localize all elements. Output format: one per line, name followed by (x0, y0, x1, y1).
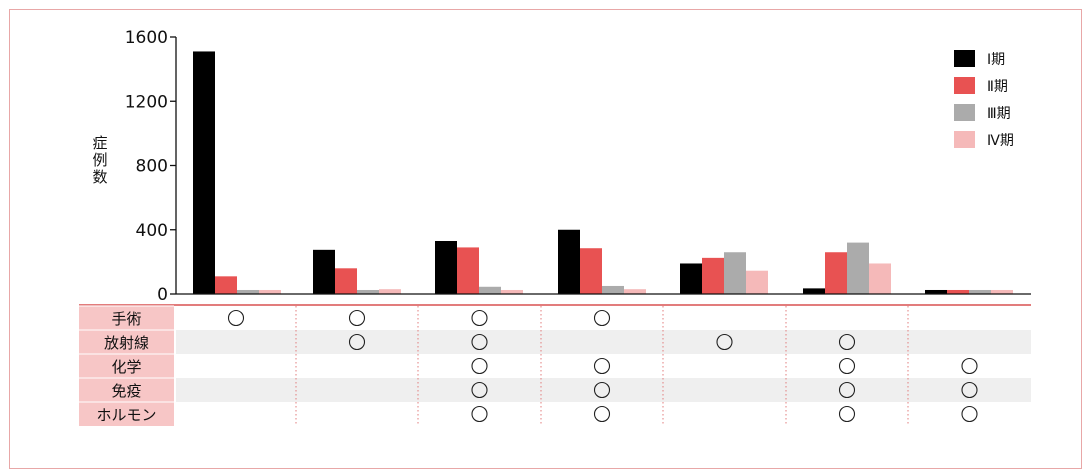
treatment-mark (838, 405, 856, 423)
treatment-mark (471, 357, 488, 375)
bar (602, 285, 624, 294)
y-axis-label-char: 例 (92, 151, 107, 169)
y-tick-label: 400 (136, 221, 168, 241)
bar (991, 289, 1013, 294)
table-row-label-bg (79, 378, 174, 402)
treatment-mark (471, 333, 488, 351)
table-row-label-bg (79, 354, 174, 378)
bar (702, 257, 724, 294)
treatment-mark (838, 333, 856, 351)
table-row-label: 免疫 (111, 382, 141, 400)
bar (825, 252, 847, 294)
table-row-label-bg (79, 330, 174, 354)
table-row-label: 化学 (111, 358, 141, 376)
table-row-label: 手術 (111, 310, 141, 328)
treatment-mark (227, 309, 245, 327)
legend-label: Ⅰ期 (987, 52, 1005, 68)
bar (847, 242, 869, 294)
bar (746, 270, 768, 294)
bar (925, 289, 947, 294)
bar (501, 289, 523, 294)
bar (335, 268, 357, 294)
table-row-label-bg (79, 402, 174, 426)
bar (947, 289, 969, 294)
bar (624, 289, 646, 294)
treatment-mark (961, 405, 978, 423)
y-tick-label: 1600 (125, 28, 168, 48)
legend-swatch (954, 131, 975, 148)
bar (457, 247, 479, 294)
y-tick-label: 1200 (125, 92, 168, 112)
treatment-mark (593, 381, 611, 399)
treatment-mark (471, 309, 488, 327)
treatment-mark (348, 309, 366, 327)
y-axis-label-char: 数 (92, 168, 107, 186)
legend-label: Ⅲ期 (987, 106, 1011, 122)
bar (724, 252, 746, 294)
bar (580, 248, 602, 294)
bar (869, 263, 891, 294)
bar (680, 263, 702, 294)
bar (803, 288, 825, 294)
treatment-mark (593, 357, 611, 375)
y-tick-label: 0 (157, 285, 168, 305)
treatment-mark (838, 357, 856, 375)
y-tick-label: 800 (136, 157, 168, 177)
legend-swatch (954, 77, 975, 94)
legend-label: Ⅱ期 (987, 79, 1008, 95)
table-row-label: ホルモン (96, 406, 156, 424)
table-row-stripe (176, 378, 1031, 402)
treatment-mark (471, 381, 488, 399)
bar (558, 229, 580, 294)
treatment-mark (348, 333, 366, 351)
treatment-mark (961, 357, 978, 375)
table-row-stripe (176, 330, 1031, 354)
treatment-mark (593, 309, 611, 327)
bar (357, 289, 379, 294)
treatment-mark (716, 333, 733, 351)
bar (479, 286, 501, 294)
bar (313, 249, 335, 294)
bar (969, 289, 991, 294)
legend-swatch (954, 104, 975, 121)
bar (193, 51, 215, 294)
bar (215, 276, 237, 294)
bar (259, 289, 281, 294)
y-axis-label-char: 症 (92, 134, 107, 152)
legend-label: Ⅳ期 (987, 133, 1014, 149)
treatment-mark (961, 381, 978, 399)
treatment-mark (593, 405, 611, 423)
treatment-mark (471, 405, 488, 423)
legend-swatch (954, 50, 975, 67)
bar (379, 289, 401, 294)
table-row-label: 放射線 (104, 334, 149, 352)
bar (237, 289, 259, 294)
table-row-label-bg (79, 306, 174, 330)
bar (435, 240, 457, 294)
treatment-mark (838, 381, 856, 399)
